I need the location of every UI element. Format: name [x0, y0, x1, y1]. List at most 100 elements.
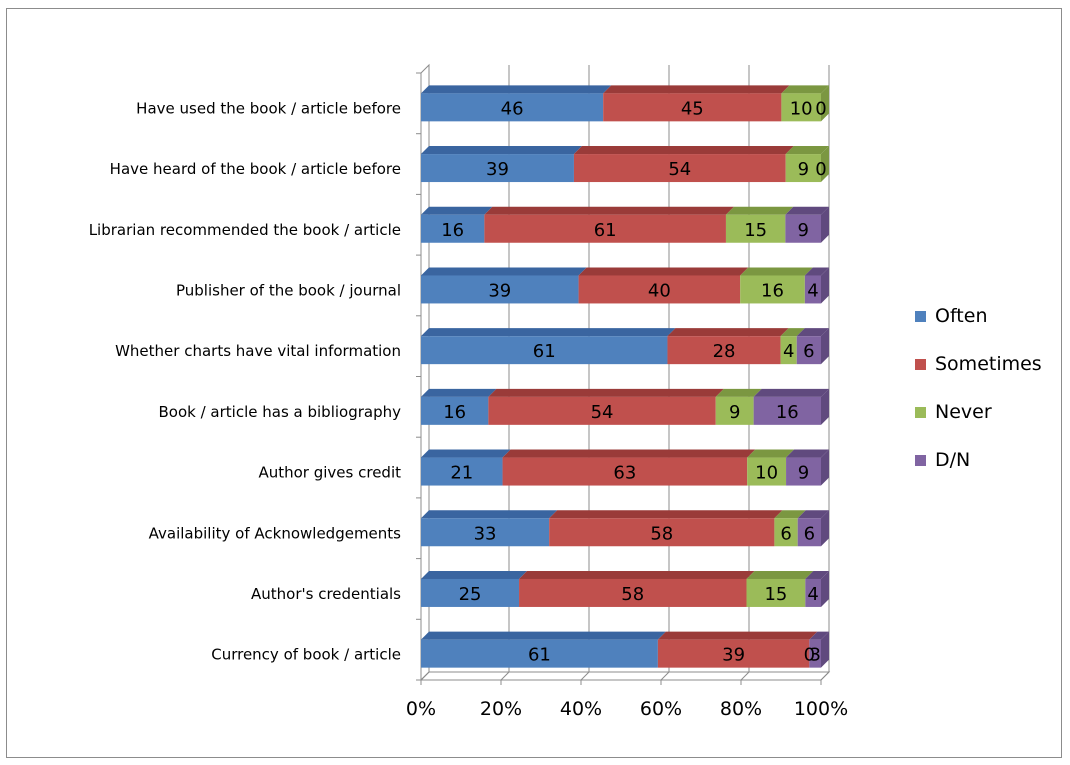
data-label: 0 [815, 159, 826, 180]
bar-segment [797, 510, 829, 547]
bar-segment [780, 328, 805, 365]
floor-gridline [580, 671, 590, 681]
data-label: 16 [776, 402, 799, 423]
bar-segment [421, 146, 582, 183]
bar-segment [421, 85, 612, 122]
bar-segment [725, 206, 794, 243]
bar-segment [740, 267, 813, 304]
data-label: 6 [804, 523, 815, 544]
data-label: 21 [450, 463, 473, 484]
legend-label: D/N [935, 449, 970, 471]
bar-segment [421, 267, 587, 304]
data-label: 54 [668, 159, 691, 180]
data-label: 39 [488, 280, 511, 301]
data-label: 9 [797, 220, 808, 241]
bar-segment [781, 85, 829, 122]
data-label: 4 [783, 341, 794, 362]
data-label: 10 [790, 98, 813, 119]
data-label: 16 [441, 220, 464, 241]
bar-segment [657, 631, 818, 668]
data-label: 33 [474, 523, 497, 544]
data-label: 0 [804, 645, 815, 666]
bar-segment [421, 328, 676, 365]
data-label: 46 [501, 98, 524, 119]
data-label: 63 [613, 463, 636, 484]
bar-segment [549, 510, 783, 547]
bar-segment [421, 206, 493, 243]
data-label: 4 [807, 584, 818, 605]
data-label: 9 [729, 402, 740, 423]
bar-segment [774, 510, 806, 547]
data-label: 28 [713, 341, 736, 362]
legend-item: Sometimes [915, 353, 1042, 375]
data-label: 9 [798, 463, 809, 484]
data-label: 15 [764, 584, 787, 605]
data-label: 15 [744, 220, 767, 241]
bar-segment [805, 570, 829, 607]
bar-segment [421, 510, 558, 547]
data-label: 4 [807, 280, 818, 301]
category-label: Author gives credit [258, 464, 401, 482]
bar-segment [421, 631, 666, 668]
category-label: Author's credentials [251, 585, 401, 603]
legend-label: Sometimes [935, 353, 1042, 375]
legend-swatch [915, 455, 926, 466]
bar-segment [715, 388, 762, 425]
legend-swatch [915, 407, 926, 418]
data-label: 16 [761, 280, 784, 301]
bar-segment [484, 206, 734, 243]
data-label: 45 [681, 98, 704, 119]
data-label: 10 [755, 463, 778, 484]
bar-segment [785, 146, 829, 183]
legend-item: D/N [915, 449, 970, 471]
data-label: 3 [809, 645, 820, 666]
chart-frame: 46 45 10 0 39 54 9 0 16 61 15 9 39 40 16 4 61 28 4 6 16 54 9 16… [6, 8, 1062, 758]
category-label: Publisher of the book / journal [176, 281, 401, 299]
data-label: 16 [443, 402, 466, 423]
x-tick-label: 40% [560, 698, 602, 720]
bar-segment [747, 449, 795, 486]
category-label: Availability of Acknowledgements [149, 524, 402, 542]
data-label: 6 [803, 341, 814, 362]
data-label: 6 [780, 523, 791, 544]
legend-swatch [915, 359, 926, 370]
bar-segment [785, 206, 829, 243]
data-label: 61 [528, 645, 551, 666]
bar-segment [804, 267, 829, 304]
x-tick-label: 100% [794, 698, 848, 720]
floor-gridline [500, 671, 510, 681]
category-label: Whether charts have vital information [115, 342, 401, 360]
data-label: 61 [594, 220, 617, 241]
x-tick-labels: 0% 20% 40% 60% 80% 100% [406, 698, 848, 720]
bar-segment [667, 328, 789, 365]
x-tick-label: 0% [406, 698, 436, 720]
floor [419, 671, 831, 681]
bar-segment [421, 449, 511, 486]
stacked-bar-chart: 46 45 10 039 54 9 016 61 15 939 40 16 461 28 4 616 54 9 16… [89, 63, 1042, 720]
category-labels: Have used the book / article before Have … [89, 99, 401, 663]
x-tick-label: 20% [480, 698, 522, 720]
x-tick-label: 60% [640, 698, 682, 720]
bar-segment [488, 388, 724, 425]
category-label: Have heard of the book / article before [110, 160, 401, 178]
data-label: 25 [459, 584, 482, 605]
bar-segment [421, 570, 528, 607]
data-labels: 46 45 10 039 54 9 016 61 15 939 40 16 461 28 4 616 54 9 16… [441, 98, 826, 665]
category-label: Currency of book / article [211, 646, 401, 664]
bar-segment [753, 388, 829, 425]
data-label: 58 [650, 523, 673, 544]
bar-segment [746, 570, 814, 607]
data-label: 61 [533, 341, 556, 362]
legend-swatch [915, 311, 926, 322]
bars [421, 85, 829, 668]
category-label: Have used the book / article before [136, 99, 401, 117]
legend-item: Never [915, 401, 992, 423]
data-label: 58 [621, 584, 644, 605]
bar-segment [502, 449, 756, 486]
bar-segment [421, 388, 497, 425]
legend-label: Never [935, 401, 992, 423]
bar-segment [809, 631, 829, 668]
data-label: 0 [815, 98, 826, 119]
bar-segment [786, 449, 829, 486]
category-label: Book / article has a bibliography [159, 403, 402, 421]
